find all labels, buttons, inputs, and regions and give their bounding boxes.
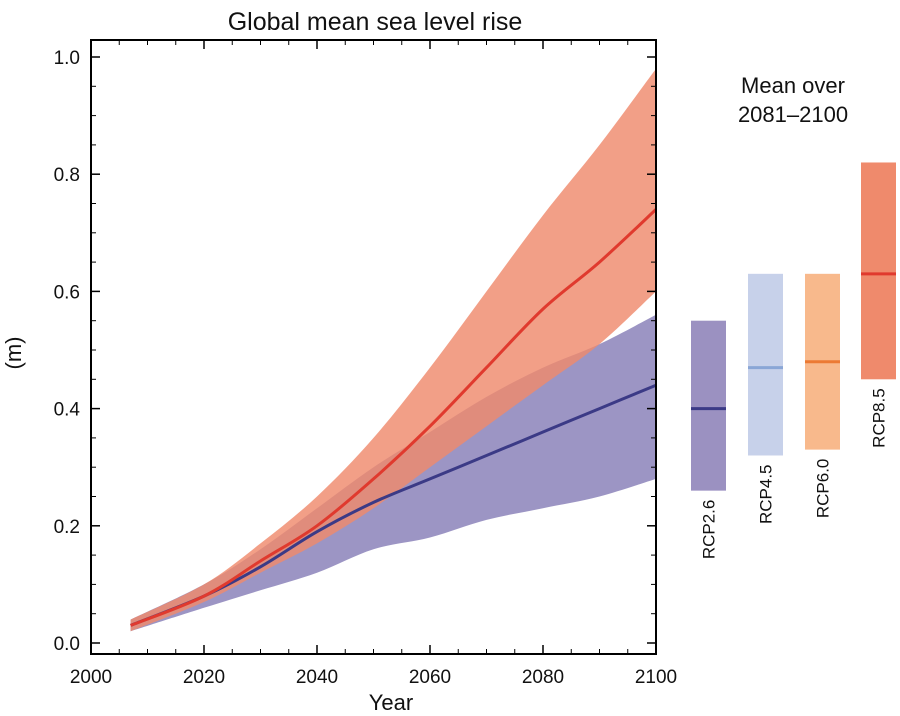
side-bar-rcp8-5	[861, 162, 896, 380]
x-tick-label: 2060	[409, 667, 451, 688]
y-tick-label: 0.6	[54, 282, 80, 303]
y-tick-label: 1.0	[54, 48, 80, 69]
y-tick-label: 0.0	[54, 634, 80, 655]
y-tick-label: 0.4	[54, 400, 81, 421]
chart-title: Global mean sea level rise	[228, 8, 523, 36]
side-bar-label-rcp8-5: RCP8.5	[870, 388, 889, 448]
side-panel-title-line1: Mean over	[741, 73, 845, 98]
uncertainty-bands	[130, 68, 657, 632]
y-axis-label: (m)	[1, 337, 26, 370]
side-panel-bars: RCP2.6 RCP4.5 RCP6.0 RCP8.5	[691, 162, 896, 559]
x-tick-label: 2080	[522, 667, 564, 688]
y-tick-label: 0.2	[54, 517, 80, 538]
x-tick-label: 2000	[70, 667, 112, 688]
side-bar-label-rcp2-6: RCP2.6	[700, 500, 719, 560]
x-axis-label: Year	[369, 690, 413, 715]
band-rcp8-5	[130, 68, 657, 632]
side-bar-rcp2-6	[691, 320, 726, 491]
axis-ticks: 0.0 0.2 0.4 0.6 0.8 1.0 2000 2020 2040 2060 2080 21…	[54, 40, 677, 688]
x-tick-label: 2040	[296, 667, 338, 688]
side-bar-label-rcp6-0: RCP6.0	[814, 459, 833, 519]
mean-line-rcp8-5	[130, 208, 658, 627]
mean-line-rcp2-6	[130, 383, 657, 627]
side-bar-label-rcp4-5: RCP4.5	[757, 464, 776, 524]
side-panel-title-line2: 2081–2100	[738, 102, 848, 127]
y-tick-label: 0.8	[54, 165, 80, 186]
x-tick-label: 2020	[183, 667, 225, 688]
side-bar-rcp4-5	[748, 273, 783, 456]
mean-lines	[130, 208, 658, 627]
x-tick-label: 2100	[635, 667, 677, 688]
